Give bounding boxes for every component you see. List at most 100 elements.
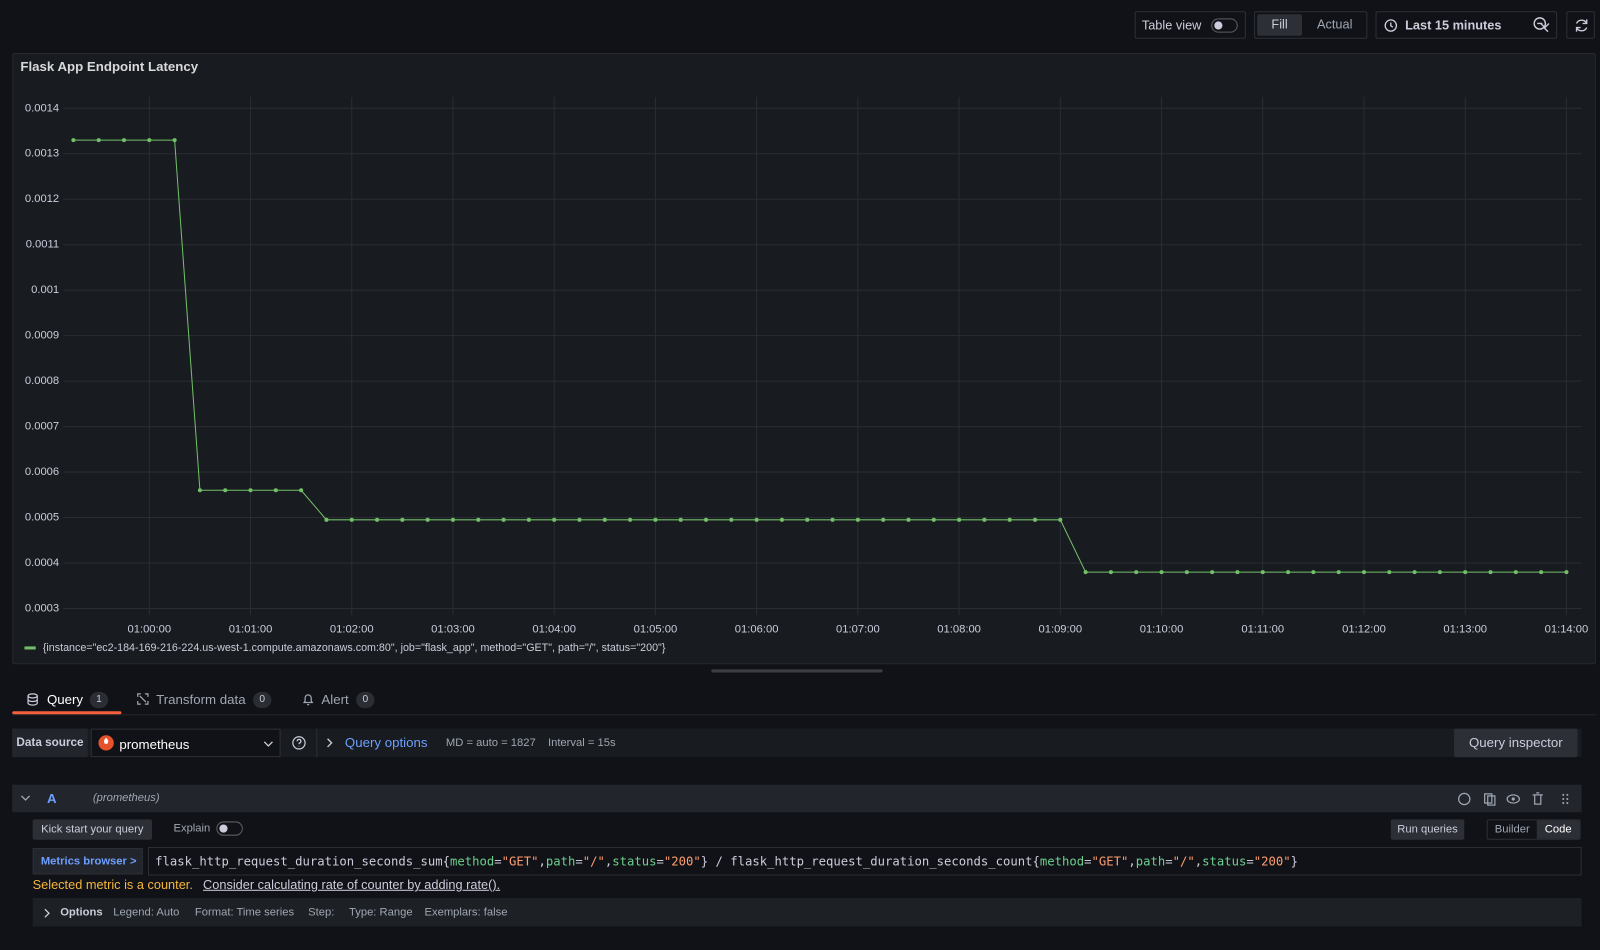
data-point [1336, 570, 1341, 575]
data-point [653, 517, 658, 522]
data-point [1387, 570, 1392, 575]
data-point [1134, 570, 1139, 575]
data-point [1235, 570, 1240, 575]
data-point [1286, 570, 1291, 575]
y-tick-label: 0.0009 [25, 330, 59, 342]
run-queries[interactable]: Run queries [1390, 819, 1465, 840]
fill-actual: Fill Actual [1254, 11, 1368, 39]
mode-switch: Builder Code [1486, 819, 1581, 840]
toggle[interactable] [1211, 18, 1238, 33]
tab-alert[interactable]: Alert 0 [298, 686, 380, 715]
query-token: = [575, 854, 583, 869]
option: Exemplars: false [424, 906, 508, 919]
hint-link[interactable]: Consider calculating rate of counter by … [203, 877, 501, 892]
data-point [1083, 570, 1088, 575]
query-input[interactable]: flask_http_request_duration_seconds_sum{… [147, 846, 1582, 876]
data-point [1260, 570, 1265, 575]
explain-toggle[interactable] [216, 821, 243, 836]
query-ref: A [46, 790, 57, 807]
divider [316, 728, 318, 758]
fill-button[interactable]: Fill [1257, 14, 1303, 36]
builder[interactable]: Builder [1494, 823, 1530, 836]
datasource-select[interactable]: prometheus [90, 728, 281, 758]
db-icon [27, 693, 38, 706]
tab-label: Transform data [156, 691, 246, 708]
data-point [1159, 570, 1164, 575]
expand-icon [327, 738, 333, 748]
option: Step: [308, 906, 335, 919]
resize-handle[interactable] [711, 669, 883, 673]
refresh[interactable] [1566, 11, 1595, 39]
code[interactable]: Code [1536, 820, 1580, 839]
data-point [855, 517, 860, 522]
query-token: method [1039, 854, 1085, 869]
x-tick-label: 01:05:00 [634, 624, 678, 636]
query-token: "GET" [1091, 854, 1129, 869]
y-tick-label: 0.001 [31, 284, 59, 296]
actual-button[interactable]: Actual [1316, 17, 1353, 32]
tab-label: Alert [321, 691, 349, 708]
tab-query[interactable]: Query 1 [12, 686, 122, 715]
x-tick-label: 01:04:00 [532, 624, 576, 636]
query-token: status [612, 854, 657, 869]
chevron [263, 741, 273, 747]
data-point [121, 138, 127, 143]
transform-icon [137, 693, 149, 705]
data-point [881, 517, 886, 522]
data-point [324, 517, 329, 522]
data-point [425, 517, 430, 522]
series-line [73, 139, 1567, 573]
y-tick-label: 0.0011 [26, 239, 59, 251]
data-point [526, 517, 531, 522]
tab-label: Query [46, 691, 84, 708]
data-point [1032, 517, 1038, 522]
tab-count: 0 [356, 691, 375, 709]
query-token: = [494, 854, 502, 869]
options-label: Options [60, 906, 103, 919]
kick-start[interactable]: Kick start your query [32, 819, 153, 840]
data-point [147, 138, 152, 143]
y-tick-label: 0.0005 [25, 512, 59, 524]
data-point [729, 517, 734, 522]
active-indicator [12, 711, 122, 715]
data-point [628, 517, 633, 522]
zoom-out[interactable] [1533, 16, 1549, 33]
y-tick-label: 0.0008 [25, 375, 59, 387]
data-point [552, 517, 557, 522]
chart: Flask App Endpoint Latency 0.0003 0.0004 0… [20, 59, 1589, 654]
expand-icon [44, 908, 50, 918]
data-point [1108, 570, 1113, 575]
query-token: "/" [582, 854, 605, 869]
data-point [1007, 517, 1012, 522]
tab-transform[interactable]: Transform data 0 [133, 686, 276, 715]
x-tick-label: 01:09:00 [1038, 624, 1082, 636]
data-point [450, 517, 456, 522]
table-view-toggle[interactable]: Table view [1134, 11, 1246, 39]
x-tick-label: 01:14:00 [1545, 624, 1589, 636]
y-tick-label: 0.0003 [25, 602, 59, 614]
query-actions[interactable] [1455, 791, 1577, 807]
options-row[interactable]: Options Legend: Auto Format: Time series… [32, 897, 1582, 927]
data-point [1311, 570, 1316, 575]
query-token: , [1128, 854, 1136, 869]
query-token: "200" [663, 854, 701, 869]
x-tick-label: 01:07:00 [836, 624, 880, 636]
datasource-label: Data source [12, 728, 88, 758]
data-point [273, 488, 278, 493]
data-point [577, 517, 582, 522]
data-point [1412, 570, 1417, 575]
warning: Selected metric is a counter. [32, 877, 193, 892]
help-icon[interactable] [291, 735, 307, 751]
x-tick-label: 01:01:00 [229, 624, 273, 636]
query-options[interactable]: Query options [344, 734, 428, 750]
data-point [400, 517, 405, 522]
collapse-icon[interactable] [20, 794, 31, 802]
x-tick-label: 01:10:00 [1140, 624, 1184, 636]
data-point [982, 517, 987, 522]
metrics-browser[interactable]: Metrics browser > [32, 847, 143, 875]
x-tick-label: 01:06:00 [735, 624, 779, 636]
query-inspector[interactable]: Query inspector [1454, 728, 1578, 758]
time-picker[interactable]: Last 15 minutes [1375, 11, 1558, 39]
data-point [1513, 570, 1518, 575]
